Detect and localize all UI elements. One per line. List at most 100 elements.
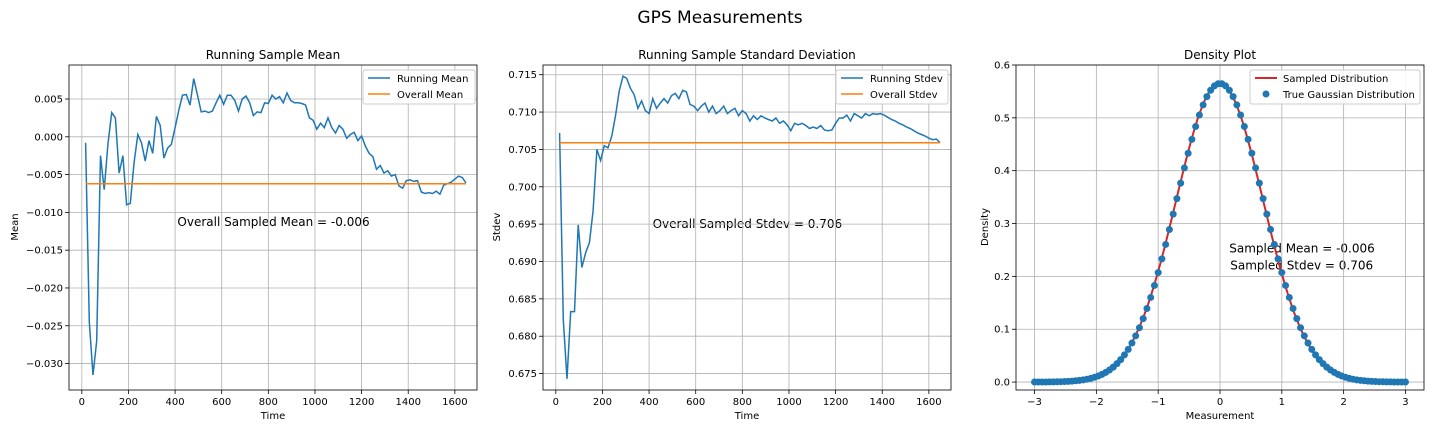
y-tick-label: 0.0 [994, 378, 1010, 389]
scatter-point [1184, 149, 1192, 157]
legend-label-running-mean: Running Mean [397, 74, 468, 85]
scatter-point [1158, 255, 1166, 263]
x-tick-label: 1400 [869, 397, 894, 408]
scatter-point [1154, 269, 1162, 277]
scatter-point [1173, 195, 1181, 203]
x-tick-label: 3 [1402, 397, 1408, 408]
scatter-point [1244, 135, 1252, 143]
scatter-point [1139, 315, 1147, 323]
legend-label-overall-stdev: Overall Stdev [870, 90, 938, 101]
scatter-point [1297, 324, 1305, 332]
scatter-point [1259, 195, 1267, 203]
x-tick-label: 400 [640, 397, 659, 408]
y-tick-label: −0.010 [26, 208, 63, 219]
density-chart: Density Plot Measurement Density Sampled… [980, 48, 1425, 422]
x-tick-label: 1200 [349, 397, 374, 408]
y-tick-label: −0.015 [26, 246, 63, 257]
y-tick-label: 0.705 [508, 145, 537, 156]
scatter-point [1117, 356, 1125, 364]
chart-title: Density Plot [1184, 48, 1256, 62]
x-tick-label: 200 [593, 397, 612, 408]
x-tick-label: −3 [1027, 397, 1042, 408]
scatter-point [1289, 305, 1297, 313]
y-tick-label: 0.715 [508, 70, 537, 81]
y-tick-label: 0.2 [994, 272, 1010, 283]
y-axis-label: Density [980, 208, 991, 246]
y-tick-label: 0.4 [994, 166, 1010, 177]
scatter-point [1252, 164, 1260, 172]
legend-label-overall-mean: Overall Mean [397, 90, 463, 101]
plot-area: −3 −2 −1 0 1 2 3 0.0 0.1 0.2 0.3 0.4 0.5 0.6 [994, 61, 1425, 408]
y-tick-label: 0.3 [994, 219, 1010, 230]
plot-area: 0 200 400 600 800 1000 1200 1400 1600 −0.030 −0.02… [26, 64, 478, 408]
y-tick-label: 0.6 [994, 61, 1010, 72]
x-axis-label: Time [734, 411, 759, 422]
scatter-point [1128, 339, 1136, 347]
x-tick-label: 0 [553, 397, 559, 408]
x-tick-label: −1 [1151, 397, 1166, 408]
axes-frame [542, 64, 952, 391]
x-tick-label: 1200 [823, 397, 848, 408]
scatter-point [1132, 332, 1140, 340]
x-tick-label: 2 [1340, 397, 1346, 408]
x-axis-label: Time [260, 411, 285, 422]
y-tick-label: −0.025 [26, 321, 63, 332]
scatter-point [1165, 226, 1173, 234]
y-tick-label: 0.675 [508, 369, 537, 380]
x-tick-label: 400 [166, 397, 185, 408]
running-stdev-chart: Running Sample Standard Deviation Time S… [492, 48, 952, 422]
scatter-point [1255, 179, 1263, 187]
x-tick-label: 1000 [776, 397, 801, 408]
scatter-point [1124, 345, 1132, 353]
y-tick-label: 0.710 [508, 108, 537, 119]
running-mean-chart: Running Sample Mean Time Mean Overall Sa… [10, 48, 478, 422]
scatter-point [1169, 210, 1177, 218]
y-tick-label: −0.030 [26, 359, 63, 370]
scatter-point [1308, 345, 1316, 353]
legend-label-true-gaussian: True Gaussian Distribution [1282, 90, 1415, 101]
scatter-point [1180, 164, 1188, 172]
scatter-point [1237, 111, 1245, 119]
x-tick-label: 800 [259, 397, 278, 408]
scatter-point [1263, 210, 1271, 218]
scatter-point [1188, 135, 1196, 143]
scatter-point [1233, 101, 1241, 109]
scatter-point [1120, 351, 1128, 359]
y-tick-label: 0.695 [508, 220, 537, 231]
scatter-point [1147, 293, 1155, 301]
x-tick-label: 1600 [916, 397, 941, 408]
x-tick-label: 800 [733, 397, 752, 408]
series-line-running-stdev [558, 75, 941, 379]
chart-annotation-line-2: Sampled Stdev = 0.706 [1230, 259, 1373, 273]
scatter-point [1278, 269, 1286, 277]
axes-frame [68, 64, 478, 391]
legend: Sampled Distribution True Gaussian Distr… [1249, 69, 1421, 105]
scatter-point [1192, 123, 1200, 131]
scatter-point [1401, 378, 1409, 386]
legend: Running Mean Overall Mean [362, 69, 476, 105]
scatter-point [1282, 281, 1290, 289]
y-tick-label: 0.685 [508, 294, 537, 305]
y-tick-label: 0.005 [34, 95, 63, 106]
figure-title: GPS Measurements [637, 8, 802, 28]
chart-title: Running Sample Standard Deviation [638, 48, 856, 62]
y-tick-label: 0.1 [994, 325, 1010, 336]
x-tick-label: 600 [212, 397, 231, 408]
series-line-running-mean [84, 78, 467, 375]
scatter-point [1135, 324, 1143, 332]
x-tick-label: 600 [686, 397, 705, 408]
x-tick-label: 1400 [395, 397, 420, 408]
scatter-point [1285, 293, 1293, 301]
scatter-point [1312, 351, 1320, 359]
x-tick-label: 1600 [442, 397, 467, 408]
y-tick-label: 0.5 [994, 113, 1010, 124]
scatter-point [1304, 339, 1312, 347]
x-tick-label: −2 [1089, 397, 1104, 408]
chart-title: Running Sample Mean [206, 48, 341, 62]
y-tick-label: −0.005 [26, 170, 63, 181]
y-tick-label: −0.020 [26, 283, 63, 294]
scatter-point [1300, 332, 1308, 340]
scatter-point [1143, 305, 1151, 313]
legend-marker-true-gaussian [1262, 90, 1270, 98]
